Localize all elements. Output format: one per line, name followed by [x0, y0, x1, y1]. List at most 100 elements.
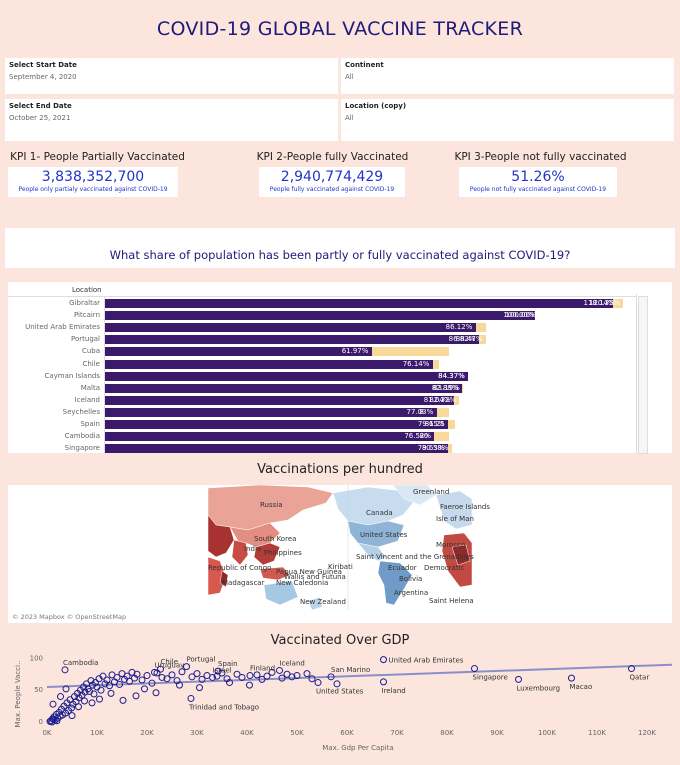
scatter-point[interactable] [209, 673, 216, 681]
start-date-filter[interactable]: Select Start Date September 4, 2020 [5, 58, 338, 94]
scatter-point[interactable] [138, 676, 146, 684]
scatter-point[interactable] [61, 666, 69, 674]
scatter-point[interactable] [303, 670, 311, 678]
scatter-point[interactable] [238, 673, 246, 681]
scatter-point[interactable] [233, 670, 241, 678]
scatter-point[interactable] [99, 672, 107, 680]
united-states-shape[interactable] [347, 520, 405, 548]
europe-shape[interactable] [435, 490, 472, 530]
scatter-point[interactable] [246, 681, 253, 689]
scatter-point[interactable] [92, 679, 99, 687]
scatter-point[interactable] [126, 677, 133, 685]
scatter-point[interactable] [293, 672, 301, 680]
fully-vaccinated-bar[interactable] [105, 311, 536, 321]
vax-map-panel[interactable]: Russia Greenland Canada Isle of Man Faer… [8, 485, 672, 623]
scatter-point[interactable] [471, 665, 478, 673]
fully-vaccinated-bar[interactable] [105, 420, 448, 429]
scatter-point[interactable] [258, 675, 266, 683]
india-shape[interactable] [231, 539, 249, 566]
scatter-point[interactable] [515, 675, 522, 683]
scatter-point[interactable] [246, 672, 254, 680]
scatter-point[interactable] [253, 671, 261, 679]
fully-vaccinated-bar[interactable] [105, 432, 435, 442]
scatter-point[interactable] [97, 686, 105, 694]
scatter-point[interactable] [116, 680, 123, 688]
scatter-point[interactable] [148, 679, 156, 687]
southeast-asia-shape[interactable] [253, 542, 281, 566]
fully-vaccinated-bar[interactable] [105, 444, 448, 454]
madagascar-shape[interactable] [219, 570, 229, 588]
new-zealand-shape[interactable] [307, 596, 323, 610]
fully-vaccinated-bar[interactable] [105, 383, 462, 393]
scatter-point[interactable] [333, 680, 341, 688]
scatter-point[interactable] [178, 668, 186, 676]
bar-chart-scrollbar-track[interactable] [636, 294, 672, 454]
scatter-point[interactable] [187, 694, 195, 702]
scatter-point[interactable] [214, 667, 222, 675]
fully-vaccinated-bar[interactable] [105, 347, 372, 357]
scatter-point[interactable] [158, 673, 166, 681]
scatter-point[interactable] [143, 672, 151, 680]
scatter-point[interactable] [176, 681, 183, 689]
continent-value[interactable]: All [345, 73, 354, 81]
scatter-point[interactable] [81, 697, 88, 705]
scatter-point[interactable] [62, 685, 70, 693]
scatter-point[interactable] [157, 665, 164, 673]
fully-vaccinated-bar[interactable] [105, 323, 476, 333]
scatter-point[interactable] [75, 703, 82, 711]
scatter-point[interactable] [314, 679, 322, 687]
scatter-point[interactable] [50, 715, 57, 723]
scatter-point[interactable] [213, 672, 221, 680]
scatter-point[interactable] [152, 689, 160, 697]
fully-vaccinated-bar[interactable] [105, 335, 479, 345]
fully-vaccinated-bar[interactable] [105, 395, 454, 405]
scatter-point[interactable] [90, 690, 98, 698]
fully-vaccinated-bar[interactable] [105, 371, 469, 381]
vaccinated-gdp-scatter[interactable]: Max. People Vacci.. Max. Gdp Per Capita … [0, 650, 680, 765]
scatter-point[interactable] [101, 680, 109, 688]
scatter-point[interactable] [263, 672, 271, 680]
scatter-point[interactable] [133, 670, 141, 678]
scatter-point[interactable] [106, 682, 113, 690]
scatter-point[interactable] [288, 673, 296, 681]
scatter-point[interactable] [380, 678, 387, 686]
scatter-point[interactable] [327, 673, 335, 681]
scatter-point[interactable] [308, 675, 316, 683]
indonesia-shape[interactable] [259, 566, 291, 581]
scatter-point[interactable] [188, 673, 196, 681]
scatter-point[interactable] [568, 674, 575, 682]
continent-filter[interactable]: Continent All [341, 58, 674, 94]
scatter-point[interactable] [68, 704, 75, 712]
south-america-shape[interactable] [377, 560, 413, 606]
scatter-point[interactable] [87, 677, 95, 685]
scatter-point[interactable] [107, 689, 115, 697]
mexico-shape[interactable] [357, 542, 387, 562]
drc-shape[interactable] [451, 544, 471, 566]
scatter-point[interactable] [218, 669, 226, 677]
scatter-point[interactable] [151, 668, 158, 676]
fully-vaccinated-bar[interactable] [105, 407, 437, 417]
scatter-point[interactable] [183, 663, 190, 671]
scatter-point[interactable] [53, 717, 61, 725]
scatter-point[interactable] [278, 674, 286, 682]
end-date-filter[interactable]: Select End Date October 25, 2021 [5, 99, 338, 141]
scatter-point[interactable] [141, 685, 148, 693]
scatter-point[interactable] [68, 712, 76, 720]
canada-shape[interactable] [332, 486, 414, 526]
world-map[interactable] [208, 485, 472, 610]
scatter-point[interactable] [276, 666, 283, 674]
scatter-point[interactable] [132, 692, 140, 700]
scatter-point[interactable] [628, 665, 635, 673]
start-date-value[interactable]: September 4, 2020 [9, 73, 77, 81]
scatter-point[interactable] [226, 679, 233, 687]
scatter-point[interactable] [193, 670, 201, 678]
bar-chart-scrollbar-thumb[interactable] [638, 296, 648, 454]
scatter-point[interactable] [103, 676, 111, 684]
scatter-point[interactable] [119, 696, 127, 704]
scatter-point[interactable] [168, 671, 176, 679]
scatter-point[interactable] [57, 693, 64, 701]
fully-vaccinated-bar[interactable] [105, 299, 614, 308]
scatter-point[interactable] [196, 684, 203, 692]
scatter-point[interactable] [268, 668, 276, 676]
location-filter[interactable]: Location (copy) All [341, 99, 674, 141]
